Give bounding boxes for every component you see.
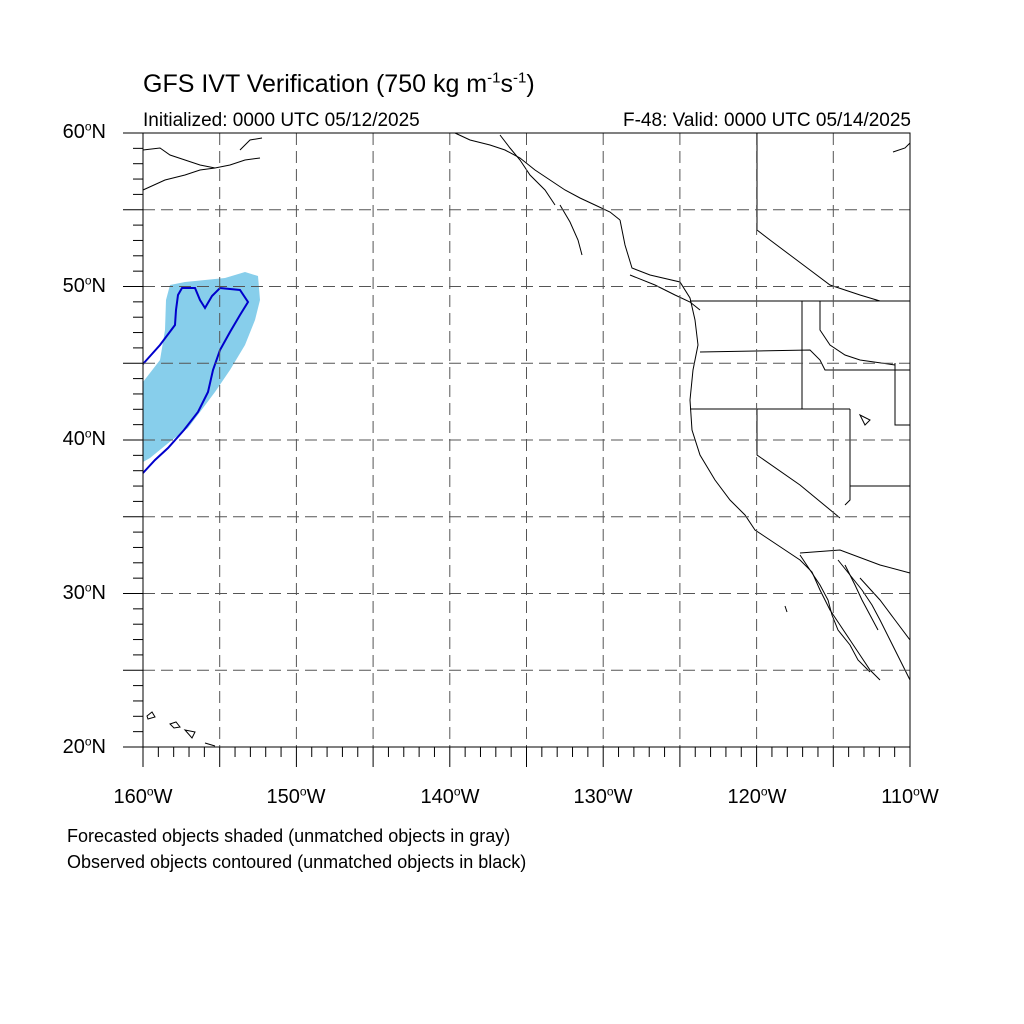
lon-label-130w: 130oW: [573, 784, 633, 808]
plot-title: GFS IVT Verification (750 kg m-1s-1): [143, 69, 535, 98]
lat-label-60: 60oN: [62, 119, 106, 143]
lat-label-30: 30oN: [62, 580, 106, 604]
forecast-ivt-object: [143, 272, 260, 462]
lat-label-40: 40oN: [62, 426, 106, 450]
forecast-note: Forecasted objects shaded (unmatched obj…: [67, 826, 511, 846]
observed-note: Observed objects contoured (unmatched ob…: [67, 852, 527, 872]
observed-ivt-contour: [142, 286, 250, 474]
initialized-time: Initialized: 0000 UTC 05/12/2025: [143, 110, 420, 131]
lon-label-140w: 140oW: [420, 784, 480, 808]
lon-label-110w: 110oW: [881, 784, 939, 808]
valid-time: F-48: Valid: 0000 UTC 05/14/2025: [623, 110, 911, 131]
lon-label-120w: 120oW: [727, 784, 787, 808]
axis-ticks: [123, 132, 911, 767]
coastlines-borders: [142, 132, 911, 747]
lat-label-20: 20oN: [62, 734, 106, 758]
lat-label-50: 50oN: [62, 273, 106, 297]
lon-label-160w: 160oW: [113, 784, 173, 808]
grid-lines: [143, 133, 910, 747]
lon-label-150w: 150oW: [266, 784, 326, 808]
map-frame: [142, 132, 911, 748]
